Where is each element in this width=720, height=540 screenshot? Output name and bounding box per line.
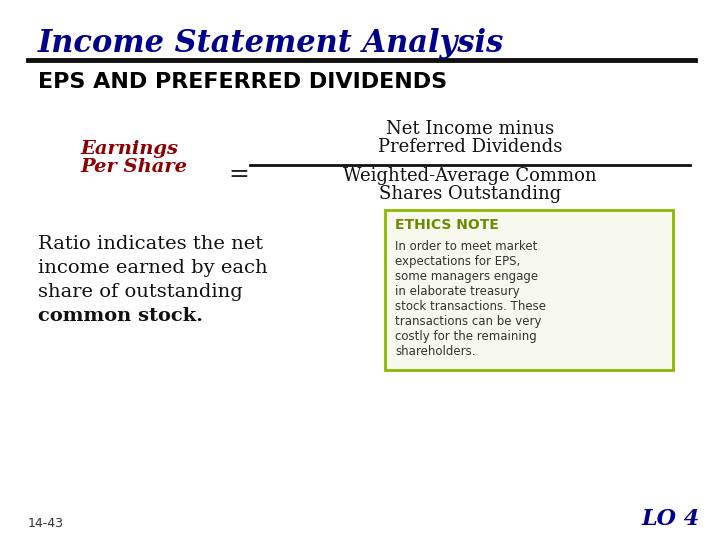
Text: EPS AND PREFERRED DIVIDENDS: EPS AND PREFERRED DIVIDENDS — [38, 72, 447, 92]
Text: some managers engage: some managers engage — [395, 270, 538, 283]
Text: Net Income minus: Net Income minus — [386, 120, 554, 138]
Text: Shares Outstanding: Shares Outstanding — [379, 185, 561, 203]
Text: income earned by each: income earned by each — [38, 259, 268, 277]
Text: in elaborate treasury: in elaborate treasury — [395, 285, 520, 298]
Text: Income Statement Analysis: Income Statement Analysis — [38, 28, 504, 59]
Text: Per Share: Per Share — [80, 158, 187, 176]
Text: transactions can be very: transactions can be very — [395, 315, 541, 328]
Text: =: = — [228, 162, 249, 186]
FancyBboxPatch shape — [385, 210, 673, 370]
Text: share of outstanding: share of outstanding — [38, 283, 243, 301]
Text: LO 4: LO 4 — [642, 508, 700, 530]
Text: Preferred Dividends: Preferred Dividends — [378, 138, 562, 156]
Text: In order to meet market: In order to meet market — [395, 240, 537, 253]
Text: stock transactions. These: stock transactions. These — [395, 300, 546, 313]
Text: costly for the remaining: costly for the remaining — [395, 330, 536, 343]
Text: Earnings: Earnings — [80, 140, 178, 158]
Text: expectations for EPS,: expectations for EPS, — [395, 255, 521, 268]
Text: Ratio indicates the net: Ratio indicates the net — [38, 235, 263, 253]
Text: common stock.: common stock. — [38, 307, 203, 325]
Text: shareholders.: shareholders. — [395, 345, 475, 358]
Text: 14-43: 14-43 — [28, 517, 64, 530]
Text: Weighted-Average Common: Weighted-Average Common — [343, 167, 597, 185]
Text: ETHICS NOTE: ETHICS NOTE — [395, 218, 499, 232]
